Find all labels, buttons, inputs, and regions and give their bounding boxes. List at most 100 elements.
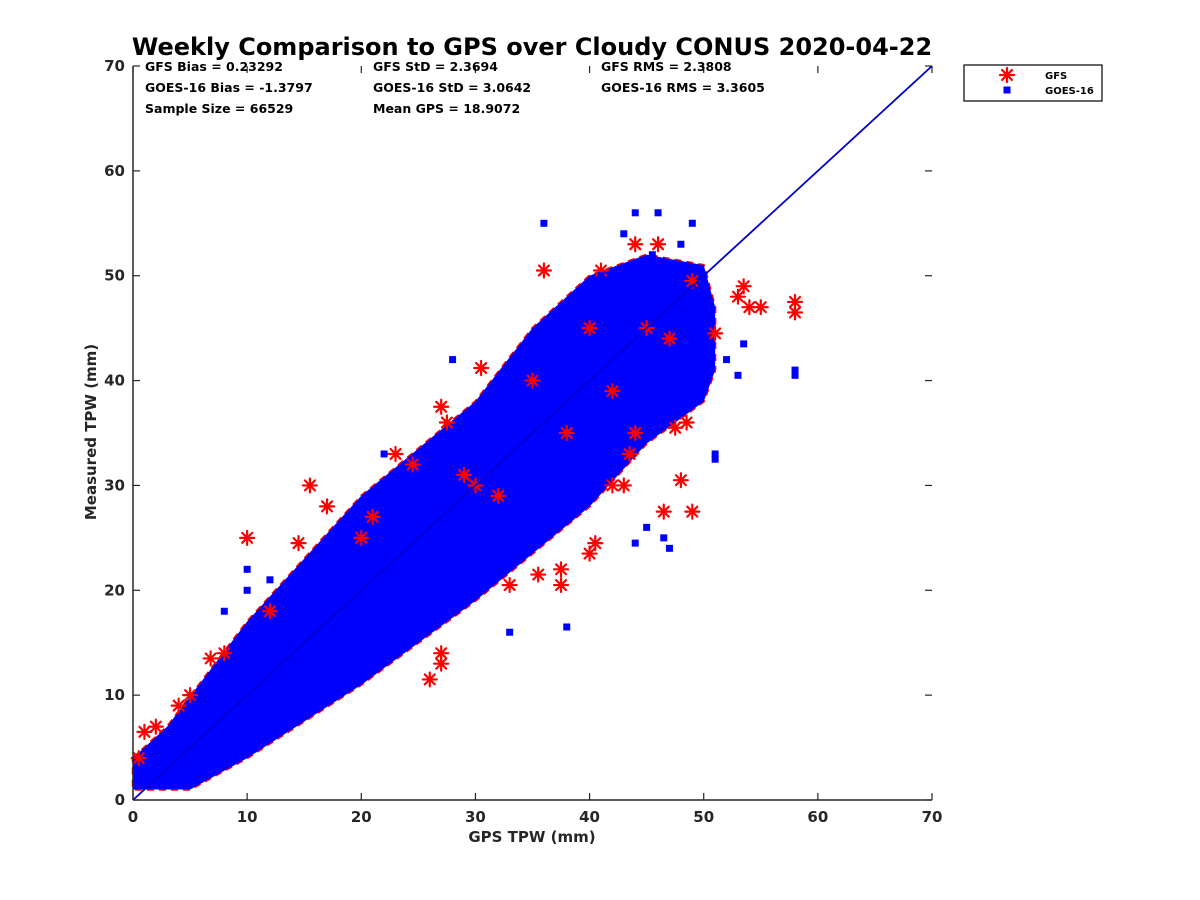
gfs-point xyxy=(552,576,570,594)
goes16-point xyxy=(711,455,719,463)
gfs-point xyxy=(473,359,490,377)
goes16-point xyxy=(791,371,799,379)
gfs-point xyxy=(581,545,598,562)
x-tick-label: 0 xyxy=(128,808,138,826)
gfs-point xyxy=(678,414,695,431)
gfs-point xyxy=(729,288,747,305)
goes16-point xyxy=(665,544,673,552)
gfs-point xyxy=(181,687,199,704)
goes16-point xyxy=(631,539,639,547)
stat-text: GFS RMS = 2.3808 xyxy=(601,59,732,74)
goes16-point xyxy=(711,450,719,458)
gfs-point xyxy=(786,304,804,321)
x-tick-label: 40 xyxy=(579,808,600,826)
gfs-point xyxy=(667,419,684,436)
x-tick-label: 70 xyxy=(922,808,943,826)
gfs-point xyxy=(147,718,164,735)
gfs-point xyxy=(290,534,307,552)
y-tick-label: 10 xyxy=(104,686,125,704)
goes16-point xyxy=(597,272,605,280)
gfs-point xyxy=(621,445,638,463)
goes16-point xyxy=(243,586,251,594)
goes16-point xyxy=(540,219,548,227)
gfs-point xyxy=(490,487,507,505)
goes16-point xyxy=(380,450,388,458)
y-axis-label: Measured TPW (mm) xyxy=(82,344,100,520)
gfs-point xyxy=(627,424,644,442)
x-tick-label: 50 xyxy=(693,808,714,826)
reference-line xyxy=(132,65,933,801)
goes16-point xyxy=(648,251,656,259)
gfs-point xyxy=(672,472,689,489)
gfs-point xyxy=(530,566,547,583)
goes16-point xyxy=(243,565,251,573)
gfs-point xyxy=(501,576,518,594)
gfs-point xyxy=(202,650,219,667)
gfs-point xyxy=(524,372,541,389)
goes16-point xyxy=(740,340,748,348)
point-cloud-core xyxy=(133,254,716,790)
goes16-point xyxy=(734,371,742,379)
statistics-annotations: GFS Bias = 0.23292 GFS StD = 2.3694 GFS RM… xyxy=(145,59,765,116)
chart-title: Weekly Comparison to GPS over Cloudy CON… xyxy=(132,33,932,61)
goes16-point xyxy=(660,534,668,542)
gfs-point xyxy=(421,671,438,688)
data-marks xyxy=(130,209,804,767)
x-tick-label: 30 xyxy=(465,808,486,826)
stat-text: Sample Size = 66529 xyxy=(145,101,293,116)
stat-text: Mean GPS = 18.9072 xyxy=(373,101,520,116)
gfs-point xyxy=(455,466,473,484)
gfs-point xyxy=(239,529,256,546)
stat-text: GOES-16 StD = 3.0642 xyxy=(373,80,531,95)
goes16-point xyxy=(563,623,571,631)
goes16-point xyxy=(266,576,274,584)
gfs-point xyxy=(535,262,553,279)
gfs-point xyxy=(170,697,187,714)
gfs-point xyxy=(661,330,678,347)
y-tick-label: 30 xyxy=(104,476,125,494)
legend-goes16-marker xyxy=(1003,86,1011,94)
y-tick-label: 0 xyxy=(115,791,125,809)
gfs-point xyxy=(587,534,604,552)
y-tick-label: 50 xyxy=(104,267,125,285)
goes16-point xyxy=(677,240,685,248)
gfs-point xyxy=(136,723,153,740)
goes16-point xyxy=(723,356,731,364)
stat-text: GOES-16 Bias = -1.3797 xyxy=(145,80,313,95)
axes xyxy=(132,66,932,801)
goes16-point xyxy=(608,335,616,343)
goes16-point xyxy=(643,523,651,531)
goes16-point xyxy=(220,607,228,615)
goes16-point xyxy=(654,209,662,217)
stat-text: GOES-16 RMS = 3.3605 xyxy=(601,80,765,95)
gfs-point xyxy=(433,398,450,415)
goes16-point xyxy=(671,324,679,332)
y-tick-label: 70 xyxy=(104,57,125,75)
legend-gfs-marker xyxy=(998,66,1016,84)
gfs-point xyxy=(581,320,598,337)
y-tick-label: 60 xyxy=(104,162,125,180)
goes16-point xyxy=(529,523,536,531)
goes16-point xyxy=(449,356,457,364)
gfs-point xyxy=(604,382,621,400)
stat-text: GFS Bias = 0.23292 xyxy=(145,59,283,74)
gfs-point xyxy=(786,293,804,311)
y-tick-label: 40 xyxy=(104,372,125,390)
gfs-point xyxy=(558,424,575,442)
gfs-point xyxy=(735,278,752,295)
gfs-point xyxy=(741,299,758,316)
goes16-point xyxy=(620,272,628,280)
gfs-point xyxy=(130,749,147,767)
legend: GFS GOES-16 xyxy=(963,64,1103,102)
goes16-point xyxy=(791,366,799,374)
gfs-point xyxy=(387,445,404,463)
gfs-point xyxy=(261,603,279,620)
axis-ticks: 0 10 20 30 40 50 60 70 0 10 20 30 40 50 60 70 xyxy=(104,57,942,826)
gfs-point xyxy=(438,414,455,431)
x-axis-label: GPS TPW (mm) xyxy=(468,828,595,846)
gfs-point xyxy=(318,498,336,515)
gfs-point xyxy=(216,645,233,662)
gfs-point xyxy=(364,508,381,525)
goes16-point xyxy=(688,219,696,227)
